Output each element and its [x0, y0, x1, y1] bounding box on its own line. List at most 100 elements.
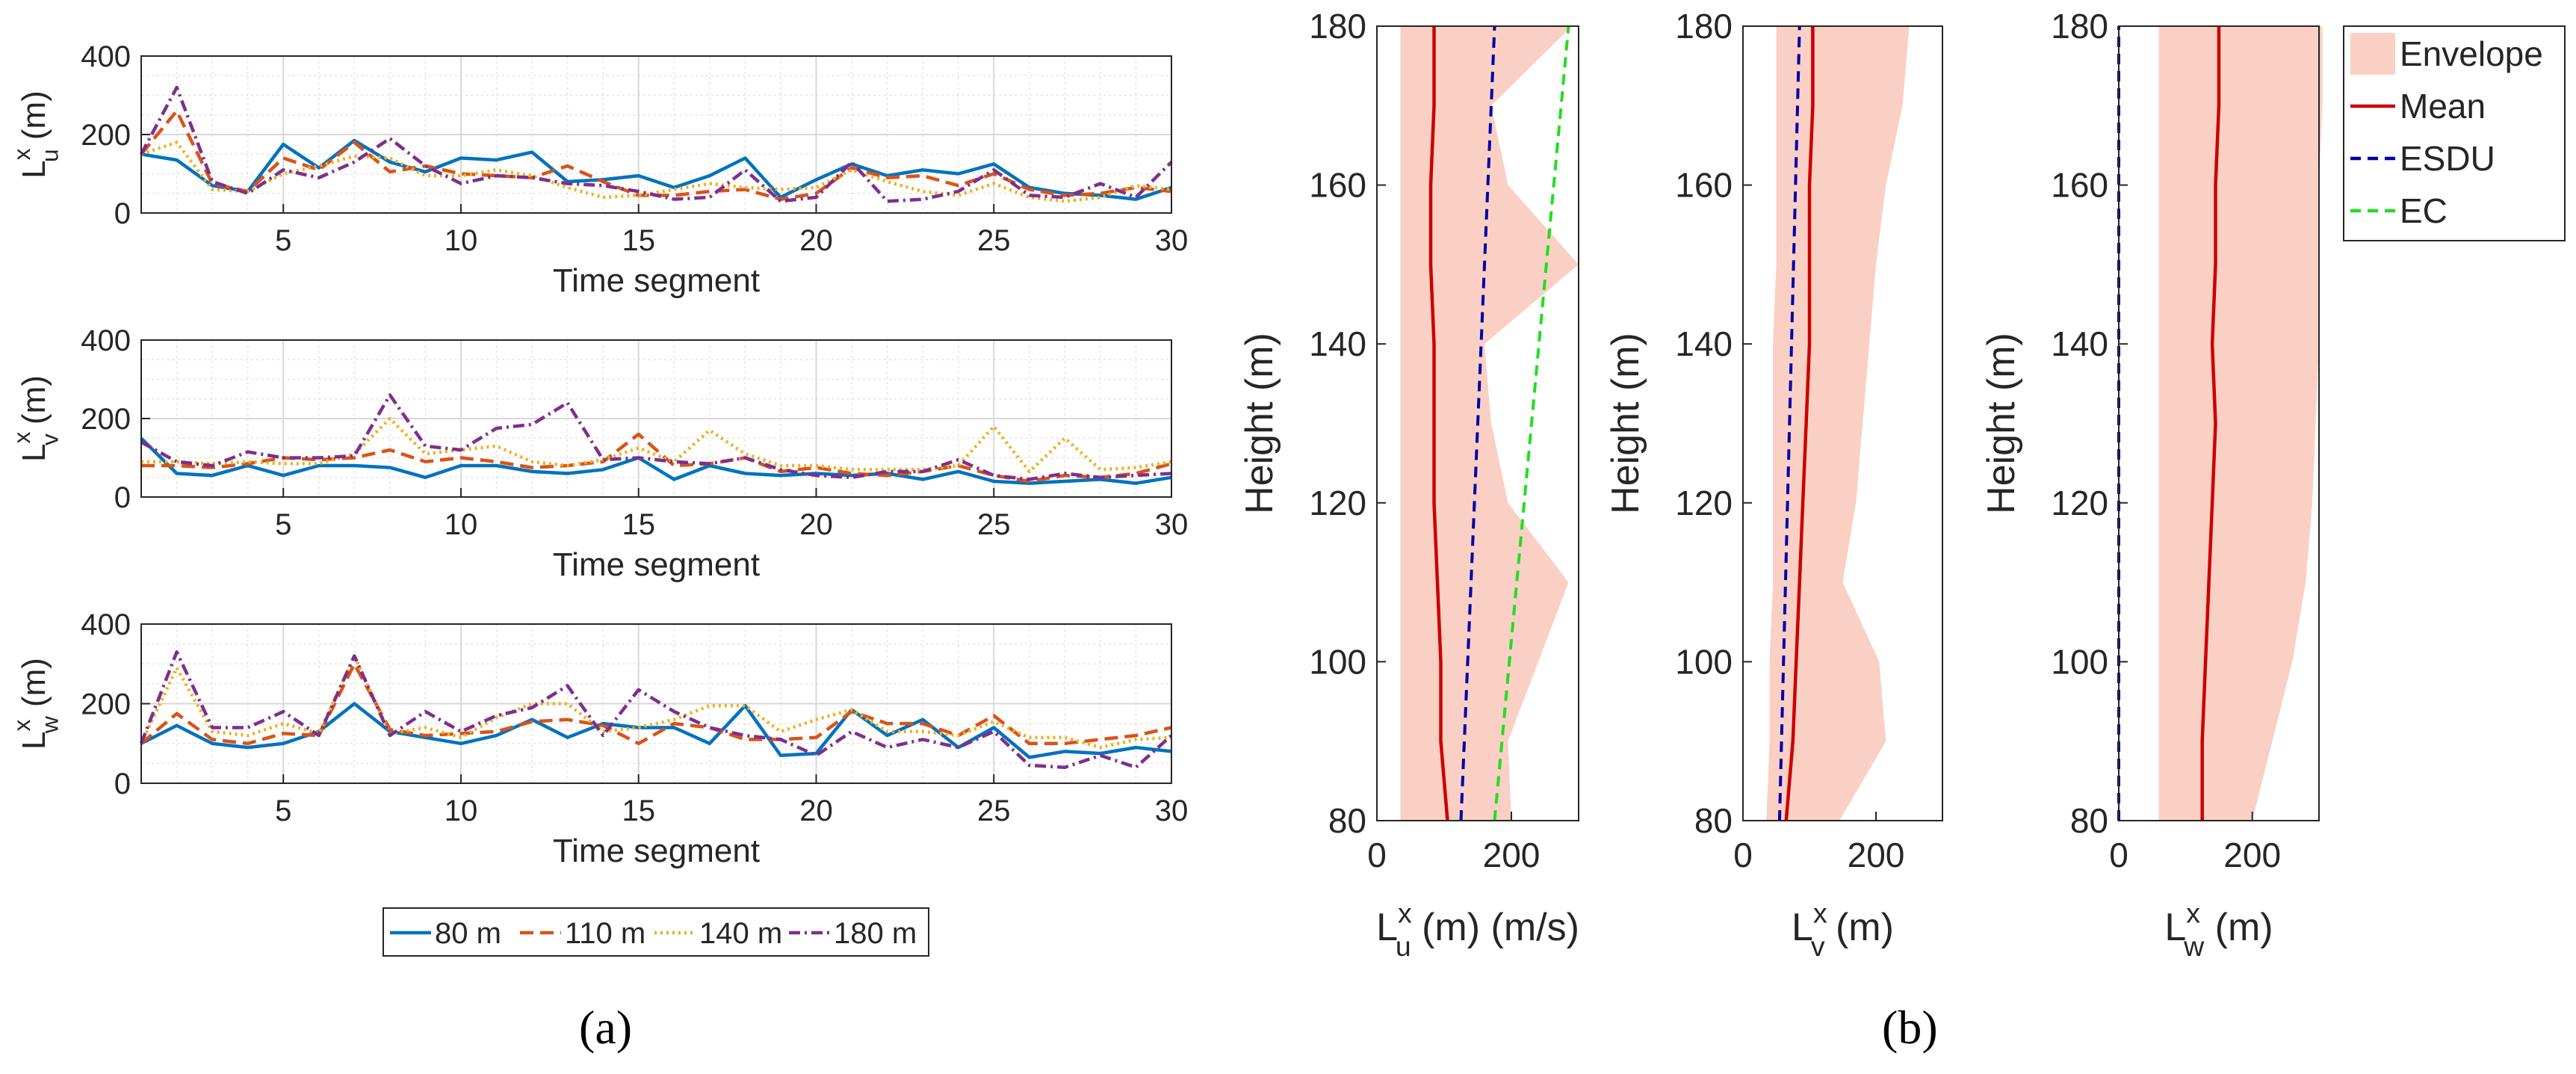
- x-tick-label: 10: [445, 224, 478, 257]
- x-axis-label: Time segment: [553, 546, 760, 583]
- x-tick-label: 25: [977, 224, 1011, 257]
- y-tick-label: 120: [1309, 484, 1366, 522]
- y-tick-label: 120: [2051, 484, 2108, 522]
- legend-a: 80 m 110 m 140 m 180 m: [383, 907, 929, 957]
- legend-label: 180 m: [834, 917, 917, 950]
- series-line-140m: [140, 141, 1172, 203]
- y-tick-label: 400: [81, 324, 131, 357]
- y-tick-label: 200: [81, 119, 131, 152]
- series-line-110m: [140, 662, 1172, 746]
- x-tick-label: 15: [622, 508, 655, 541]
- y-tick-label: 100: [2051, 642, 2108, 681]
- y-tick-label: 400: [81, 40, 131, 73]
- series-line-180m: [140, 85, 1173, 203]
- y-tick-label: 80: [1328, 801, 1366, 840]
- legend-label: 80 m: [435, 917, 501, 950]
- y-tick-label: 100: [1675, 642, 1733, 681]
- ec-line: [1493, 25, 1570, 821]
- legend-label: Mean: [2400, 87, 2486, 126]
- y-tick-label: 100: [1309, 642, 1366, 681]
- y-axis-label: Height (m): [1980, 333, 2023, 514]
- series-line-140m: [139, 654, 1172, 750]
- x-axis-label: Lx u (m) (m/s): [1376, 898, 1579, 962]
- x-tick-label: 30: [1155, 794, 1189, 827]
- mean-line: [1428, 26, 1449, 821]
- y-tick-label: 160: [2051, 166, 2108, 205]
- y-tick-label: 80: [2070, 801, 2108, 840]
- y-axis-label: Lxv (m): [8, 375, 63, 462]
- y-tick-label: 160: [1675, 166, 1733, 205]
- series-line-80m: [140, 436, 1172, 485]
- x-tick-label: 20: [799, 224, 833, 257]
- x-axis-label: Lx v (m): [1792, 898, 1894, 962]
- x-tick-label: 0: [1367, 836, 1387, 874]
- y-tick-label: 140: [2051, 324, 2108, 363]
- legend-patch-envelope: [2350, 33, 2395, 75]
- x-tick-label: 200: [2223, 836, 2281, 874]
- timeseries-plot-v: 5 10 15 20 25 30 0 200 400 Time segment Lxv (m): [8, 324, 1188, 583]
- x-tick-label: 0: [2109, 836, 2128, 874]
- x-tick-label: 20: [799, 794, 833, 827]
- y-tick-label: 200: [81, 403, 131, 436]
- panel-label-b: (b): [1882, 1001, 1938, 1054]
- envelope-area: [1766, 26, 1910, 821]
- y-tick-label: 180: [2051, 7, 2108, 46]
- x-tick-label: 0: [1733, 836, 1753, 874]
- legend-label: Envelope: [2400, 34, 2543, 73]
- y-tick-label: 400: [81, 608, 131, 641]
- y-tick-label: 180: [1309, 7, 1366, 46]
- envelope-area: [1400, 26, 1579, 821]
- x-tick-label: 10: [445, 508, 478, 541]
- panel-label-a: (a): [579, 1001, 633, 1054]
- profile-plot-v: 0 200 80 100 120 140 160 180 Lx v (m) Height (m): [1604, 7, 1943, 962]
- legend-label: ESDU: [2400, 139, 2495, 178]
- y-tick-label: 180: [1675, 7, 1733, 46]
- y-axis-label: Lxu (m): [8, 90, 63, 179]
- series-line-80m: [140, 138, 1172, 201]
- x-tick-label: 5: [275, 224, 291, 257]
- y-tick-label: 160: [1309, 166, 1366, 205]
- mean-line: [2200, 26, 2221, 821]
- profile-plot-u: 0 200 80 100 120 140 160 180 Lx u (m) (m/s) Height…: [1238, 7, 1579, 962]
- x-tick-label: 200: [1483, 836, 1541, 874]
- x-tick-label: 25: [977, 794, 1011, 827]
- timeseries-plot-u: 5 10 15 20 25 30 0 200 400 Time segment Lxu (m): [8, 40, 1188, 299]
- x-tick-label: 15: [622, 224, 655, 257]
- x-tick-label: 10: [445, 794, 478, 827]
- esdu-line: [1777, 25, 1801, 821]
- legend-b: Envelope Mean ESDU EC: [2343, 25, 2566, 241]
- y-tick-label: 140: [1309, 324, 1366, 363]
- mean-line: [1784, 26, 1815, 821]
- x-tick-label: 25: [977, 508, 1011, 541]
- x-tick-label: 5: [275, 508, 291, 541]
- y-tick-label: 80: [1694, 801, 1733, 840]
- x-axis-label: Time segment: [553, 262, 760, 299]
- axes-box: [1742, 25, 1943, 821]
- x-axis-label: Time segment: [553, 833, 760, 869]
- timeseries-plot-w: 5 10 15 20 25 30 0 200 400 Time segment Lxw (m): [8, 608, 1188, 869]
- y-axis-label: Lxw (m): [8, 658, 63, 750]
- x-tick-label: 30: [1155, 224, 1189, 257]
- axes-box: [2118, 25, 2320, 821]
- x-tick-label: 200: [1848, 836, 1905, 874]
- esdu-line: [1459, 25, 1496, 821]
- series-line-180m: [139, 650, 1173, 769]
- axes-box: [1376, 25, 1579, 821]
- y-axis-label: Height (m): [1604, 333, 1647, 514]
- series-line-140m: [141, 416, 1172, 474]
- x-tick-label: 30: [1155, 508, 1189, 541]
- y-tick-label: 200: [81, 688, 131, 721]
- x-tick-label: 20: [799, 508, 833, 541]
- y-tick-label: 140: [1675, 324, 1733, 363]
- y-tick-label: 0: [114, 197, 131, 230]
- legend-label: EC: [2400, 191, 2447, 230]
- y-axis-label: Height (m): [1238, 333, 1281, 514]
- x-tick-label: 15: [622, 794, 655, 827]
- legend-label: 140 m: [699, 917, 782, 950]
- x-axis-label: Lx w (m): [2164, 898, 2273, 962]
- envelope-area: [2158, 26, 2323, 821]
- profile-plot-w: 0 200 80 100 120 140 160 180 Lx w (m) Height (m): [1980, 7, 2323, 962]
- series-line-180m: [140, 393, 1172, 481]
- legend-label: 110 m: [565, 917, 645, 950]
